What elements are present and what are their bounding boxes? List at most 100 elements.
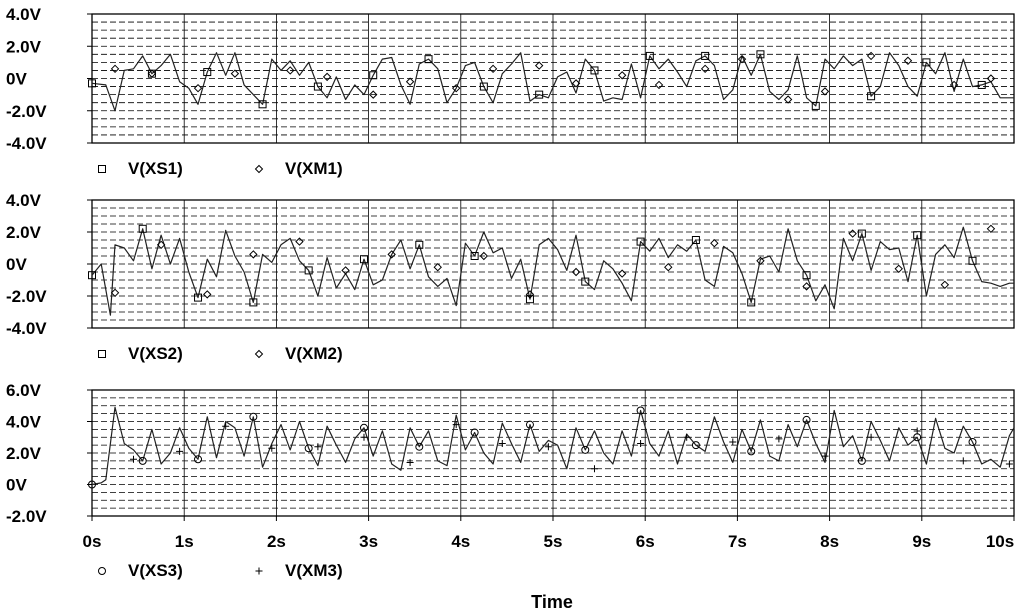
series-marker bbox=[479, 82, 488, 91]
series-marker bbox=[433, 262, 442, 272]
x-tick-label: 3s bbox=[359, 532, 378, 551]
series-marker bbox=[286, 66, 295, 75]
series-marker bbox=[249, 298, 258, 307]
series-marker bbox=[258, 100, 267, 109]
series-marker bbox=[525, 290, 535, 299]
legend-label: V(XM3) bbox=[285, 561, 343, 580]
series-marker bbox=[544, 443, 552, 451]
panel-xs2-xm2: 4.0V 2.0V 0V -2.0V -4.0V V(XS2) V(XM2) bbox=[6, 191, 1015, 363]
legend-marker-vxm3 bbox=[255, 567, 263, 575]
series-marker bbox=[913, 427, 921, 435]
series-marker bbox=[525, 295, 534, 304]
series-marker bbox=[617, 269, 627, 278]
series-marker bbox=[821, 452, 829, 460]
series-marker bbox=[415, 442, 424, 451]
series-marker bbox=[581, 277, 590, 286]
series-line-vxs1 bbox=[91, 52, 1014, 112]
series-marker bbox=[664, 262, 673, 272]
series-marker bbox=[129, 455, 137, 463]
series-marker bbox=[304, 444, 313, 453]
series-marker bbox=[729, 438, 737, 446]
y-tick-label: 2.0V bbox=[6, 223, 42, 242]
legend-marker-vxm1 bbox=[254, 164, 264, 174]
series-marker bbox=[691, 441, 700, 450]
series-marker bbox=[959, 457, 967, 465]
series-marker bbox=[88, 271, 96, 280]
series-marker bbox=[147, 69, 157, 78]
series-marker bbox=[415, 240, 424, 249]
series-marker bbox=[138, 456, 147, 465]
y-tick-label: 4.0V bbox=[6, 5, 42, 24]
series-marker bbox=[701, 51, 710, 60]
legend-marker-vxs1 bbox=[98, 165, 106, 173]
series-marker bbox=[986, 224, 996, 234]
series-marker bbox=[295, 237, 304, 246]
series-marker bbox=[359, 423, 368, 432]
series-marker bbox=[645, 51, 654, 60]
series-marker bbox=[636, 406, 645, 415]
series-marker bbox=[691, 236, 700, 244]
series-marker bbox=[700, 64, 710, 74]
series-marker bbox=[857, 229, 866, 238]
series-marker bbox=[369, 90, 378, 99]
y-tick-label: -4.0V bbox=[6, 319, 47, 338]
series-marker bbox=[848, 229, 857, 238]
x-tick-label: 4s bbox=[451, 532, 470, 551]
series-marker bbox=[249, 250, 258, 259]
x-axis-label: Time bbox=[531, 592, 573, 612]
x-tick-label: 10s bbox=[986, 532, 1014, 551]
legend-marker-vxm2 bbox=[254, 349, 264, 359]
series-marker bbox=[581, 445, 590, 454]
series-marker bbox=[867, 92, 876, 101]
y-tick-label: 2.0V bbox=[6, 444, 42, 463]
panel-xs1-xm1: 4.0V 2.0V 0V -2.0V -4.0V V(XS1) V(XM1) bbox=[6, 5, 1015, 178]
series-marker bbox=[249, 412, 258, 421]
series-marker bbox=[194, 293, 203, 302]
series-marker bbox=[470, 428, 479, 437]
series-marker bbox=[811, 101, 820, 110]
series-marker bbox=[176, 447, 184, 455]
panel-xs3-xm3: 6.0V 4.0V 2.0V 0V -2.0V 0s 1s 2s 3s 4s 5s 6s 7s 8s 9s 1… bbox=[6, 381, 1015, 580]
series-marker bbox=[747, 447, 756, 456]
series-marker bbox=[313, 82, 322, 91]
series-marker bbox=[949, 80, 959, 90]
series-marker bbox=[756, 50, 765, 59]
series-marker bbox=[110, 64, 120, 74]
series-marker bbox=[857, 456, 866, 465]
series-marker bbox=[654, 80, 664, 90]
series-marker bbox=[590, 465, 598, 473]
series-marker bbox=[913, 231, 922, 240]
series-marker bbox=[360, 433, 368, 441]
series-marker bbox=[314, 443, 322, 451]
x-tick-label: 7s bbox=[728, 532, 747, 551]
series-marker bbox=[802, 415, 811, 424]
series-marker bbox=[1005, 460, 1013, 468]
series-marker bbox=[534, 61, 544, 70]
series-marker bbox=[194, 455, 203, 464]
series-marker bbox=[369, 71, 378, 80]
series-marker bbox=[940, 280, 950, 290]
legend-marker-vxs2 bbox=[98, 350, 106, 358]
y-tick-label: 2.0V bbox=[6, 37, 42, 56]
x-tick-label: 2s bbox=[267, 532, 286, 551]
x-tick-label: 8s bbox=[820, 532, 839, 551]
legend-label: V(XS2) bbox=[128, 344, 183, 363]
series-marker bbox=[406, 458, 414, 466]
y-tick-label: -4.0V bbox=[6, 134, 47, 153]
series-marker bbox=[138, 224, 147, 233]
series-marker bbox=[479, 251, 489, 261]
series-marker bbox=[775, 435, 783, 443]
y-tick-label: 0V bbox=[6, 476, 27, 495]
x-tick-label: 0s bbox=[83, 532, 102, 551]
series-marker bbox=[636, 237, 645, 246]
legend-label: V(XS1) bbox=[128, 159, 183, 178]
legend-label: V(XS3) bbox=[128, 561, 183, 580]
y-tick-label: 0V bbox=[6, 255, 27, 274]
series-marker bbox=[110, 288, 120, 298]
series-marker bbox=[525, 420, 534, 429]
series-marker bbox=[488, 64, 498, 74]
y-tick-label: -2.0V bbox=[6, 102, 47, 121]
series-marker bbox=[747, 298, 756, 307]
series-marker bbox=[710, 238, 719, 248]
